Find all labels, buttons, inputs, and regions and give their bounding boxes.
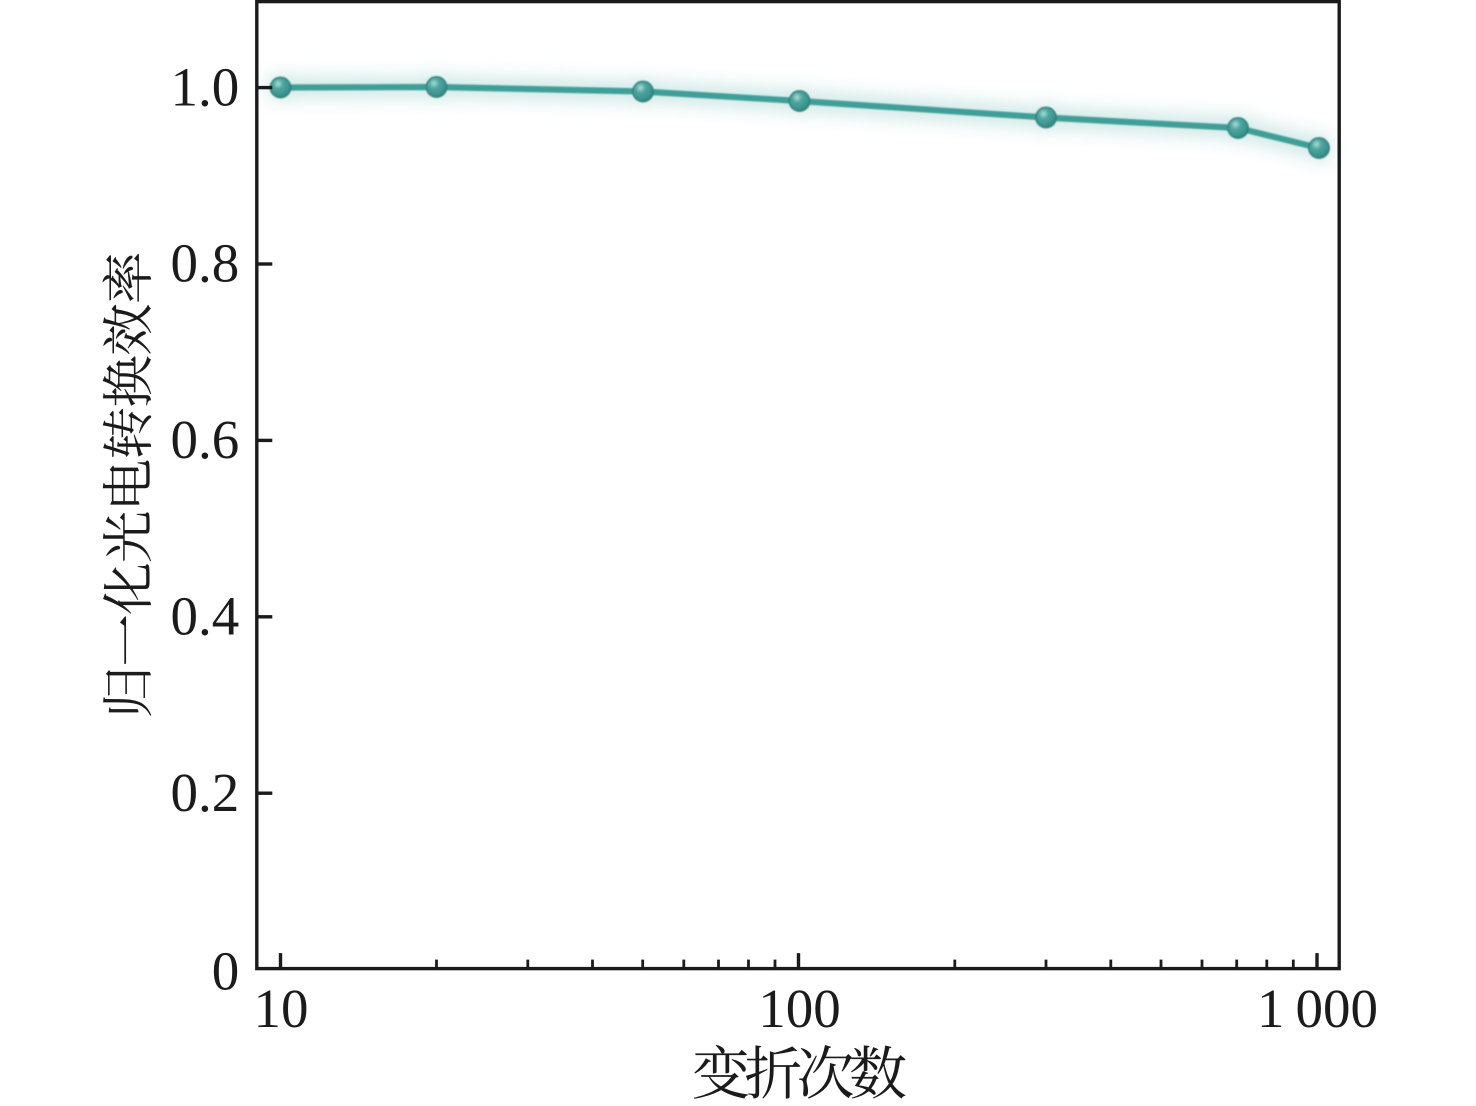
svg-text:0.2: 0.2 [171,762,240,823]
svg-text:1.0: 1.0 [171,56,240,117]
svg-text:1 000: 1 000 [1257,978,1378,1039]
svg-text:10: 10 [254,978,309,1039]
svg-text:0.4: 0.4 [171,586,240,647]
svg-text:0.8: 0.8 [171,233,240,294]
svg-text:0: 0 [212,941,240,1002]
svg-text:0.6: 0.6 [171,409,240,470]
svg-text:100: 100 [758,978,841,1039]
